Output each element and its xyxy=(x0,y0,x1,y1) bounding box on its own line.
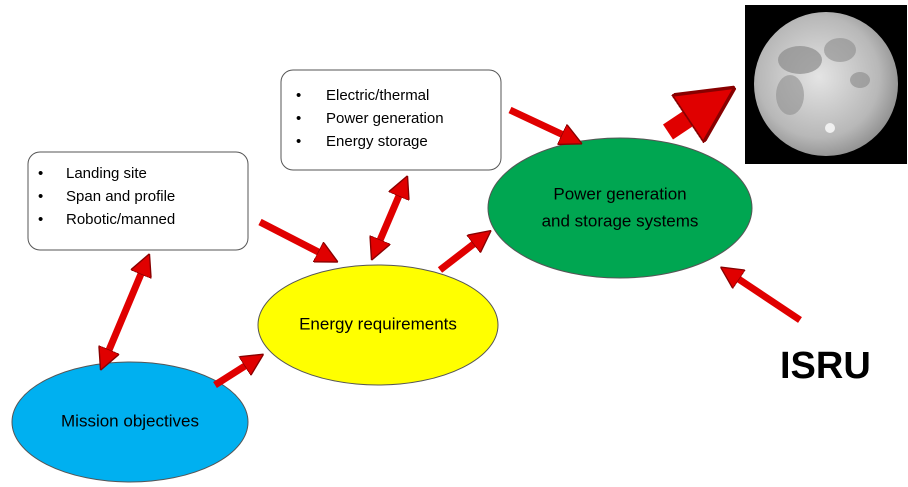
list-item: Robotic/manned xyxy=(66,211,175,228)
bullet: • xyxy=(296,110,301,127)
node-label: Mission objectives xyxy=(61,411,199,430)
arrow xyxy=(375,184,404,252)
list-item: Energy storage xyxy=(326,133,428,150)
arrow xyxy=(728,272,800,320)
list-item: Span and profile xyxy=(66,188,175,205)
bullet: • xyxy=(296,87,301,104)
arrow xyxy=(510,110,574,140)
bullet: • xyxy=(38,188,43,205)
arrow xyxy=(104,262,146,362)
arrow xyxy=(440,236,484,270)
arrow xyxy=(215,359,256,385)
list-item: Landing site xyxy=(66,165,147,182)
arrow xyxy=(668,100,716,132)
arrow xyxy=(260,222,330,258)
moon-image xyxy=(745,5,907,164)
bullet: • xyxy=(296,133,301,150)
diagram: • Landing site • Span and profile • Robo… xyxy=(0,0,908,487)
node xyxy=(488,138,752,278)
node-label: Energy requirements xyxy=(299,314,457,333)
isru-label: ISRU xyxy=(780,345,871,387)
node-label: and storage systems xyxy=(542,211,699,230)
node-label: Power generation xyxy=(553,184,686,203)
list-item: Power generation xyxy=(326,110,444,127)
bullet: • xyxy=(38,165,43,182)
list-item: Electric/thermal xyxy=(326,87,429,104)
page: {"boxes": [ {"items": ["Landing site", "… xyxy=(0,0,908,487)
bullet: • xyxy=(38,211,43,228)
